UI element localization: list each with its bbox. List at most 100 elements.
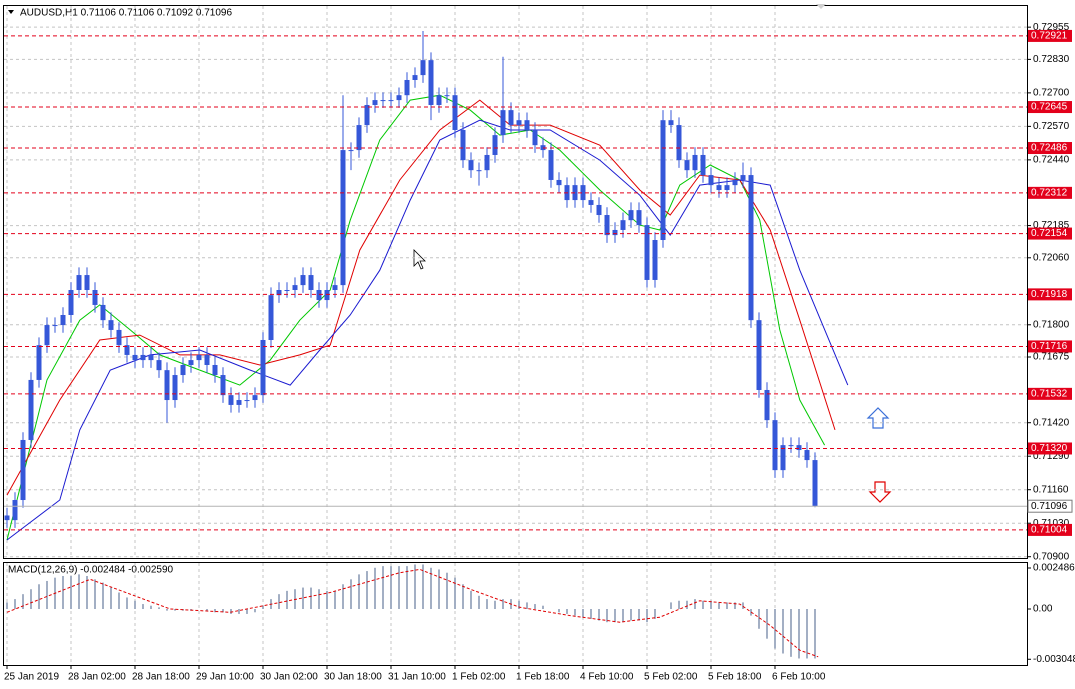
candle-body	[212, 364, 218, 376]
candle-body	[588, 200, 594, 205]
y-tick-label: 0.72830	[1033, 54, 1070, 65]
candle-body	[684, 160, 690, 171]
candle-body	[740, 175, 746, 180]
candle-body	[412, 75, 418, 80]
candle-body	[388, 100, 394, 102]
x-tick-label: 28 Jan 02:00	[68, 672, 126, 683]
x-tick-label: 6 Feb 10:00	[772, 672, 826, 683]
candle-body	[276, 290, 282, 296]
candle-body	[36, 345, 42, 380]
sell-arrow	[868, 481, 892, 503]
macd-title: MACD(12,26,9) -0.002484 -0.002590	[8, 565, 174, 576]
price-level-label: 0.71320	[1031, 443, 1068, 454]
price-level-label: 0.72921	[1031, 31, 1068, 42]
candle-body	[732, 179, 738, 186]
x-tick-label: 4 Feb 10:00	[580, 672, 634, 683]
candle-body	[516, 120, 522, 126]
candle-body	[396, 95, 402, 101]
candle-body	[676, 125, 682, 161]
candle-body	[204, 354, 210, 365]
current-price-label: 0.71096	[1031, 501, 1068, 512]
candle-body	[548, 150, 554, 180]
y-tick-label: 0.72955	[1033, 22, 1070, 33]
menu-triangle[interactable]	[8, 10, 14, 14]
candle-body	[700, 154, 706, 176]
y-tick-label: 0.72185	[1033, 220, 1070, 231]
candle-body	[628, 210, 634, 221]
candle-body	[340, 150, 346, 286]
price-level-label: 0.72486	[1031, 143, 1068, 154]
candle-body	[500, 110, 506, 136]
price-level-box	[1028, 387, 1072, 400]
candle-body	[20, 439, 26, 501]
x-tick-label: 25 Jan 2019	[4, 672, 59, 683]
candle-body	[60, 314, 66, 326]
candle-body	[492, 135, 498, 155]
price-level-box	[1028, 142, 1072, 155]
candle-body	[404, 79, 410, 96]
candle-body	[484, 154, 490, 171]
candle-body	[452, 95, 458, 130]
candle-body	[756, 320, 762, 390]
candle-body	[420, 60, 426, 76]
candle-body	[284, 290, 290, 292]
candle-body	[476, 170, 482, 172]
candle-body	[52, 325, 58, 327]
y-tick-label: 0.71420	[1033, 417, 1070, 428]
main-pane-frame	[3, 5, 1028, 559]
candle-body	[292, 285, 298, 291]
x-tick-label: 1 Feb 18:00	[516, 672, 570, 683]
candle-body	[524, 120, 530, 130]
candle-body	[124, 345, 130, 355]
candle-body	[300, 275, 306, 286]
price-level-box	[1028, 29, 1072, 42]
candle-body	[316, 290, 322, 301]
price-level-box	[1028, 227, 1072, 240]
price-level-label: 0.72645	[1031, 102, 1068, 113]
candle-body	[100, 304, 106, 321]
x-tick-label: 5 Feb 02:00	[644, 672, 698, 683]
candle-body	[156, 360, 162, 371]
candle-body	[812, 460, 818, 507]
chart-title: AUDUSD,H1 0.71106 0.71106 0.71092 0.7109…	[20, 8, 232, 19]
candle-body	[332, 285, 338, 291]
candle-body	[324, 290, 330, 301]
candle-body	[348, 150, 354, 152]
candle-body	[612, 229, 618, 236]
x-tick-label: 1 Feb 02:00	[452, 672, 506, 683]
candle-body	[644, 225, 650, 280]
candle-body	[780, 445, 786, 471]
price-level-box	[1028, 442, 1072, 455]
price-level-label: 0.72154	[1031, 228, 1068, 239]
price-level-label: 0.71004	[1031, 525, 1068, 536]
candle-body	[356, 125, 362, 151]
candle-body	[132, 354, 138, 361]
candle-body	[308, 275, 314, 291]
y-tick-label: 0.70900	[1033, 551, 1070, 562]
candle-body	[764, 389, 770, 421]
candle-body	[748, 175, 754, 321]
candle-body	[604, 215, 610, 236]
candle-body	[236, 400, 242, 405]
current-price-box	[1027, 499, 1073, 513]
candle-body	[92, 290, 98, 305]
y-tick-label: 0.71160	[1033, 484, 1069, 495]
candle-body	[556, 179, 562, 186]
x-tick-label: 30 Jan 18:00	[324, 672, 382, 683]
shift-marker	[816, 4, 826, 9]
candle-body	[196, 354, 202, 361]
candle-body	[532, 129, 538, 146]
price-level-label: 0.71918	[1031, 289, 1068, 300]
candle-body	[260, 339, 266, 396]
candle-body	[636, 210, 642, 226]
x-tick-label: 5 Feb 18:00	[708, 672, 762, 683]
price-level-box	[1028, 101, 1072, 114]
candle-body	[724, 185, 730, 191]
price-level-box	[1028, 288, 1072, 301]
candle-body	[140, 354, 146, 361]
y-tick-label: 0.71030	[1033, 518, 1070, 529]
price-level-box	[1028, 340, 1072, 353]
